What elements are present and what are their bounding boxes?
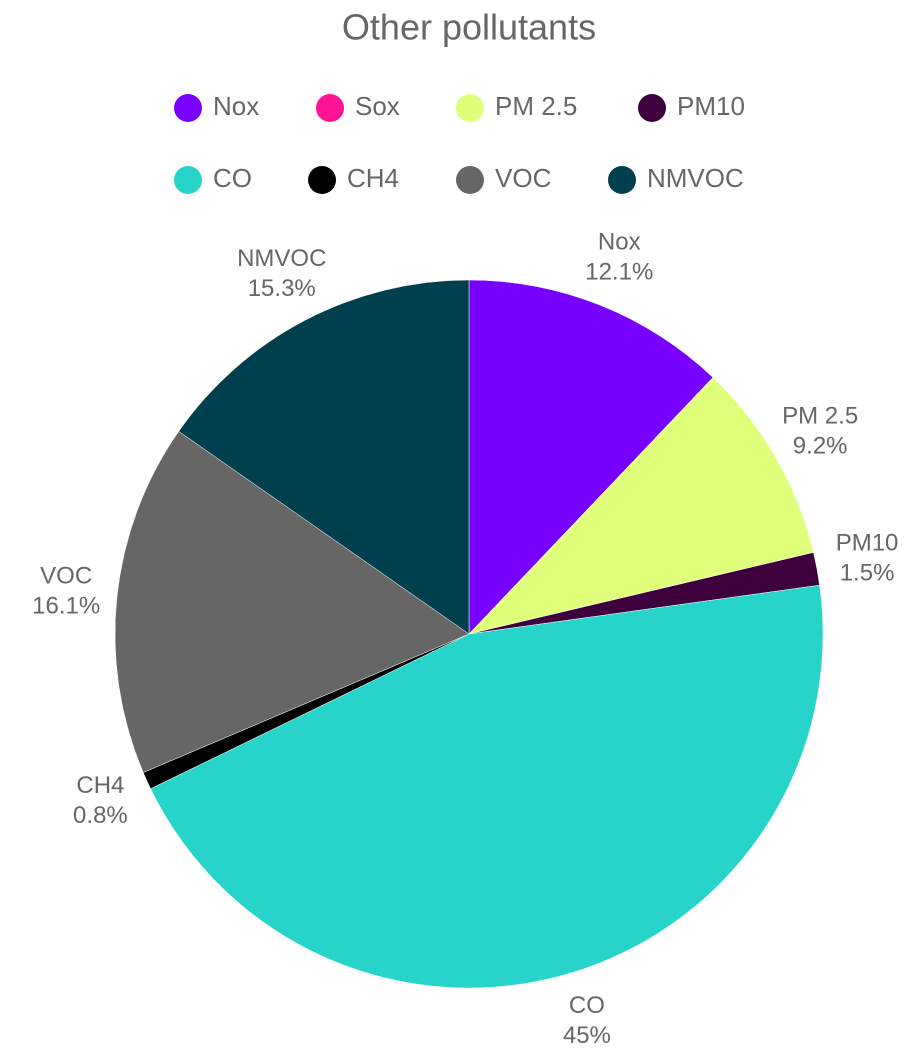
legend-label: Sox: [355, 91, 400, 121]
slice-value: 45%: [563, 1022, 611, 1049]
pie-slice: [468, 377, 814, 635]
pie-slice: [150, 584, 824, 989]
legend-swatch: [174, 166, 202, 194]
pie-slice: [468, 279, 714, 635]
slice-value: 16.1%: [32, 592, 100, 619]
slice-name: CO: [569, 992, 605, 1019]
pie-slice: [178, 279, 470, 635]
legend-label: PM 2.5: [495, 91, 577, 121]
slice-value: 0.8%: [73, 802, 128, 829]
chart-title: Other pollutants: [342, 7, 596, 48]
slice-name: VOC: [40, 562, 92, 589]
legend-label: VOC: [495, 163, 551, 193]
slice-name: PM 2.5: [782, 403, 858, 430]
legend-swatch: [456, 94, 484, 122]
legend-label: CO: [213, 163, 252, 193]
legend-swatch: [308, 166, 336, 194]
legend-label: Nox: [213, 91, 259, 121]
legend-swatch: [608, 166, 636, 194]
legend-swatch: [638, 94, 666, 122]
legend-swatch: [456, 166, 484, 194]
legend-swatch: [316, 94, 344, 122]
slice-name: PM10: [836, 530, 899, 557]
slice-name: Nox: [598, 228, 641, 255]
slice-name: NMVOC: [237, 245, 326, 272]
legend-swatch: [174, 94, 202, 122]
slice-value: 12.1%: [585, 258, 653, 285]
legend-label: NMVOC: [647, 163, 744, 193]
pie-slice: [114, 431, 470, 773]
legend-label: CH4: [347, 163, 399, 193]
legend-label: PM10: [677, 91, 745, 121]
slice-value: 1.5%: [840, 560, 895, 587]
slice-value: 15.3%: [248, 275, 316, 302]
slice-value: 9.2%: [793, 433, 848, 460]
slice-name: CH4: [76, 772, 124, 799]
